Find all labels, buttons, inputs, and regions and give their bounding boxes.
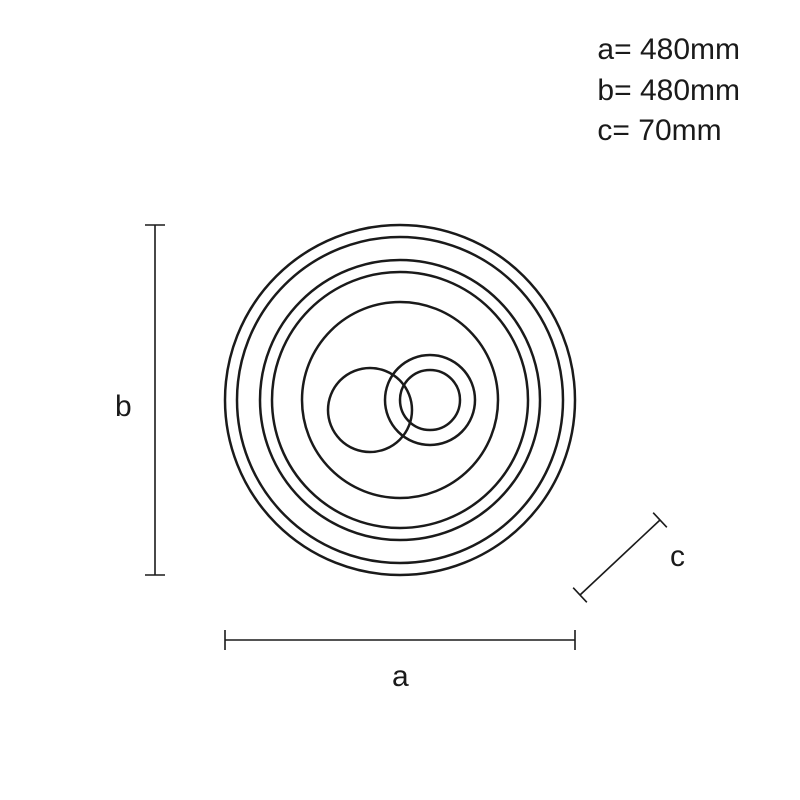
dim-label-a: a [392,660,409,694]
legend-c: c= 70mm [597,111,740,152]
dimension-legend: a= 480mm b= 480mm c= 70mm [597,30,740,152]
dim-label-c: c [670,540,685,574]
legend-b: b= 480mm [597,71,740,112]
dim-label-b: b [115,390,132,424]
legend-a: a= 480mm [597,30,740,71]
